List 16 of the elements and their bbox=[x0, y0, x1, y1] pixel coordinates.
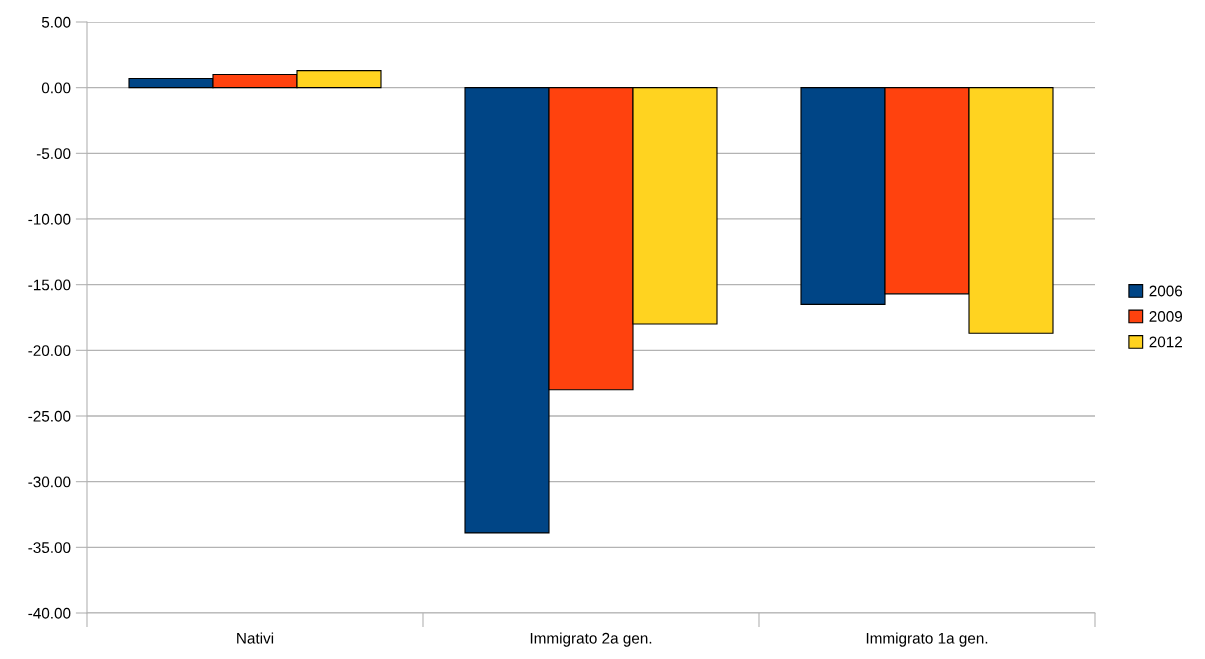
y-tick-label: -30.00 bbox=[28, 476, 71, 488]
y-tick-label: -15.00 bbox=[28, 279, 71, 291]
x-tick-label: Immigrato 2a gen. bbox=[530, 632, 652, 647]
y-tick-label: 0.00 bbox=[41, 82, 71, 94]
y-tick-label: -20.00 bbox=[28, 345, 71, 357]
y-tick-label: -35.00 bbox=[28, 542, 71, 554]
legend-label: 2012 bbox=[1149, 336, 1182, 348]
x-tick-label: Immigrato 1a gen. bbox=[866, 632, 988, 647]
y-tick-label: 5.00 bbox=[41, 16, 71, 28]
y-tick-label: -25.00 bbox=[28, 410, 71, 422]
y-tick-label: -40.00 bbox=[28, 607, 71, 619]
legend-label: 2006 bbox=[1149, 285, 1183, 297]
y-tick-label: -5.00 bbox=[36, 148, 71, 160]
legend-label: 2009 bbox=[1149, 311, 1183, 322]
x-tick-label: Nativi bbox=[237, 632, 274, 644]
y-tick-label: -10.00 bbox=[28, 213, 71, 225]
